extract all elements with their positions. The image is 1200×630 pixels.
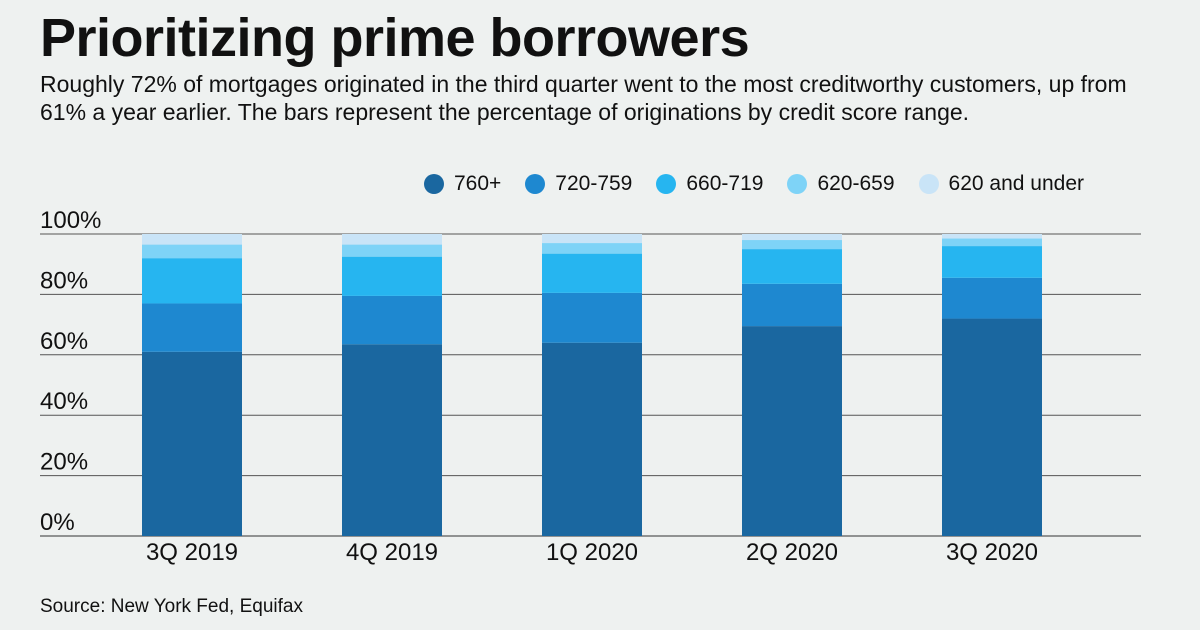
bar-segment (542, 342, 642, 536)
bar-segment (542, 234, 642, 244)
y-tick-label: 0% (40, 509, 75, 536)
legend-swatch (525, 174, 546, 194)
source-note: Source: New York Fed, Equifax (40, 596, 303, 617)
legend-item: 620-659 (787, 172, 895, 196)
bar-segment (742, 249, 842, 284)
bar-segment (142, 244, 242, 259)
legend-swatch (787, 174, 808, 194)
x-tick-label: 2Q 2020 (746, 539, 838, 566)
chart-subtitle: Roughly 72% of mortgages originated in t… (40, 71, 1127, 125)
x-tick-label: 4Q 2019 (346, 539, 438, 566)
y-tick-label: 80% (40, 267, 88, 294)
bar-segment (942, 246, 1042, 278)
x-tick-label: 3Q 2019 (146, 539, 238, 566)
legend-label: 660-719 (686, 172, 764, 195)
bar-segment (342, 256, 442, 296)
bar-segment (342, 295, 442, 345)
x-tick-label: 1Q 2020 (546, 539, 638, 566)
legend-label: 760+ (453, 172, 502, 195)
legend-label: 720-759 (555, 172, 633, 195)
y-tick-label: 40% (40, 388, 88, 415)
y-tick-label: 20% (40, 449, 88, 476)
bar-segment (742, 283, 842, 327)
bar-segment (742, 240, 842, 250)
y-tick-label: 100% (40, 207, 101, 234)
bar-segment (542, 243, 642, 254)
bar-segment (942, 234, 1042, 239)
bar-segment (142, 234, 242, 245)
legend-item: 720-759 (525, 172, 632, 196)
bar-segment (942, 318, 1042, 536)
legend-label: 620 and under (948, 172, 1084, 195)
legend-swatch (423, 174, 444, 194)
legend-item: 660-719 (656, 172, 763, 196)
bar-segment (542, 292, 642, 343)
legend-item: 760+ (423, 172, 502, 196)
legend-swatch (656, 174, 677, 194)
y-tick-label: 60% (40, 328, 88, 355)
bar-segment (742, 326, 842, 536)
bar-segment (942, 277, 1042, 319)
legend-item: 620 and under (918, 172, 1084, 196)
bar-segment (342, 344, 442, 536)
bar-segment (342, 244, 442, 257)
legend-swatch (918, 174, 939, 194)
bar-segment (942, 238, 1042, 247)
legend-label: 620-659 (817, 172, 895, 195)
x-tick-label: 3Q 2020 (946, 539, 1038, 566)
chart-title: Prioritizing prime borrowers (40, 8, 750, 68)
bar-segment (342, 234, 442, 245)
chart-legend: 760+ 720-759 660-719 620-659 620 and under (423, 172, 1084, 196)
bar-segment (142, 258, 242, 304)
bar-segment (142, 303, 242, 352)
bar-segment (742, 234, 842, 241)
bar-segment (142, 351, 242, 536)
bar-segment (542, 253, 642, 293)
